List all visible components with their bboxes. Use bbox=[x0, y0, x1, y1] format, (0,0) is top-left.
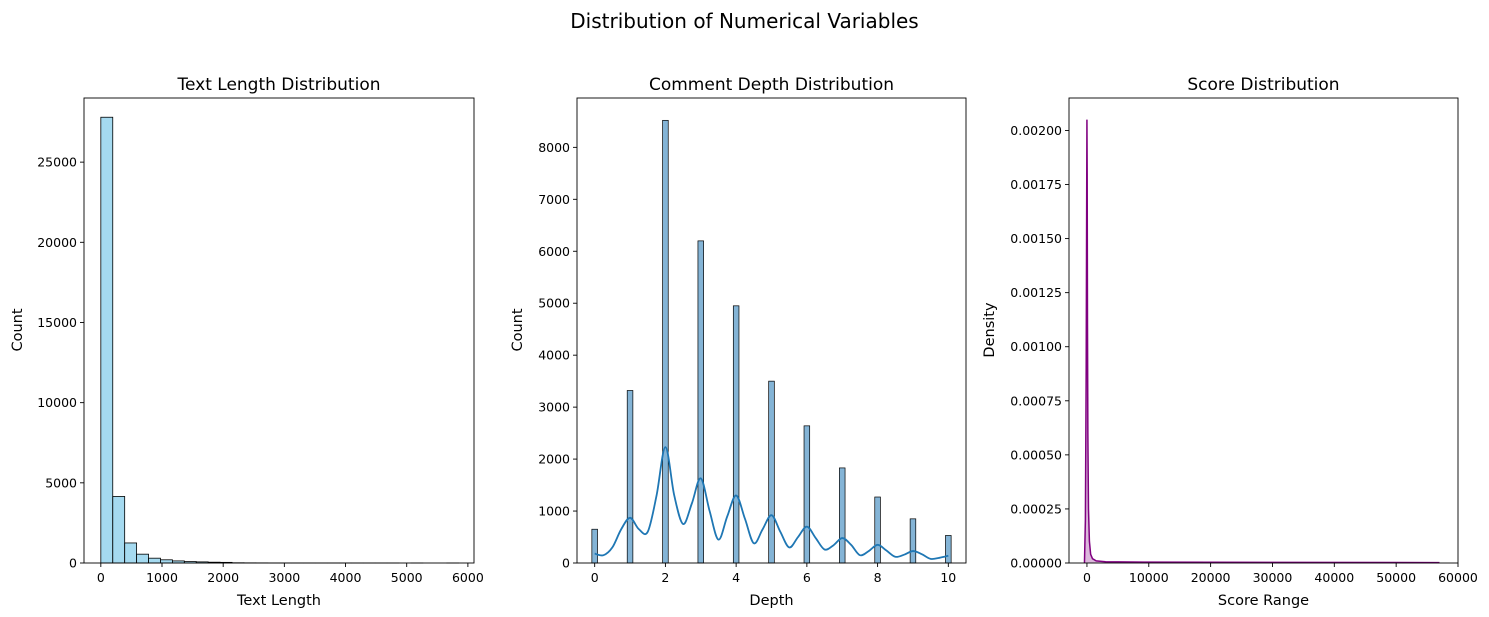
y-axis-ticks: 0 1000 2000 3000 4000 5000 6000 7000 8000 bbox=[538, 140, 577, 571]
y-tick-label: 25000 bbox=[37, 155, 77, 170]
histogram-bar bbox=[160, 559, 173, 564]
x-tick-label: 0 bbox=[97, 570, 105, 585]
x-axis-ticks: 0 2 4 6 8 10 bbox=[591, 563, 956, 585]
x-tick-label: 0 bbox=[1083, 570, 1091, 585]
panel-score: Score Distribution 0 10000 20000 30000 40000… bbox=[982, 75, 1478, 609]
x-tick-label: 6000 bbox=[452, 570, 484, 585]
y-tick-label: 20000 bbox=[37, 235, 77, 250]
y-tick-label: 0.00100 bbox=[1010, 339, 1062, 354]
panel-comment-depth: Comment Depth Distribution 0 2 4 6 8 10 0 1000… bbox=[510, 75, 967, 609]
histogram-bar bbox=[839, 467, 846, 564]
kde-curve bbox=[594, 446, 949, 560]
panel-title: Comment Depth Distribution bbox=[649, 75, 894, 95]
panel-title: Text Length Distribution bbox=[176, 75, 380, 95]
y-tick-label: 0.00050 bbox=[1010, 447, 1062, 462]
y-tick-label: 15000 bbox=[37, 315, 77, 330]
y-tick-label: 0.00025 bbox=[1010, 501, 1062, 516]
x-axis-label: Score Range bbox=[1218, 593, 1309, 609]
axes-frame bbox=[1068, 97, 1459, 564]
histogram-bar bbox=[148, 557, 161, 564]
panel-title: Score Distribution bbox=[1187, 75, 1339, 95]
x-tick-label: 50000 bbox=[1376, 570, 1416, 585]
y-tick-label: 0.00075 bbox=[1010, 393, 1062, 408]
x-axis-label: Depth bbox=[749, 593, 793, 609]
panel-text-length: Text Length Distribution 0 1000 2000 3000 40… bbox=[10, 75, 484, 609]
x-tick-label: 20000 bbox=[1191, 570, 1231, 585]
y-tick-label: 4000 bbox=[538, 348, 570, 363]
y-tick-label: 2000 bbox=[538, 452, 570, 467]
x-tick-label: 1000 bbox=[146, 570, 178, 585]
y-tick-label: 0.00200 bbox=[1010, 123, 1062, 138]
x-tick-label: 3000 bbox=[268, 570, 300, 585]
y-tick-label: 5000 bbox=[538, 296, 570, 311]
x-tick-label: 30000 bbox=[1253, 570, 1293, 585]
x-axis-ticks: 0 10000 20000 30000 40000 50000 60000 bbox=[1083, 563, 1478, 585]
density-area bbox=[1083, 119, 1440, 564]
x-tick-label: 6 bbox=[803, 570, 811, 585]
y-tick-label: 0.00000 bbox=[1010, 556, 1062, 571]
y-axis-label: Count bbox=[510, 308, 526, 351]
y-tick-label: 0.00175 bbox=[1010, 177, 1062, 192]
x-tick-label: 4 bbox=[732, 570, 740, 585]
histogram-bar bbox=[697, 240, 704, 564]
x-tick-label: 40000 bbox=[1314, 570, 1354, 585]
histogram-bar bbox=[732, 305, 740, 564]
axes-frame bbox=[576, 97, 967, 564]
y-axis-label: Density bbox=[982, 302, 998, 358]
histogram-bar bbox=[945, 535, 952, 564]
y-axis-ticks: 0.00000 0.00025 0.00050 0.00075 0.00100 0.001… bbox=[1010, 123, 1069, 571]
x-tick-label: 2000 bbox=[207, 570, 239, 585]
y-tick-label: 0 bbox=[562, 556, 570, 571]
axes-frame bbox=[83, 97, 475, 564]
kde-line bbox=[594, 446, 949, 560]
y-tick-label: 10000 bbox=[37, 395, 77, 410]
histogram-bar bbox=[768, 380, 775, 564]
histogram-bar bbox=[591, 528, 598, 564]
figure-title: Distribution of Numerical Variables bbox=[570, 9, 918, 33]
x-tick-label: 10 bbox=[940, 570, 956, 585]
histogram-bar bbox=[803, 425, 811, 564]
x-tick-label: 10000 bbox=[1129, 570, 1169, 585]
x-tick-label: 4000 bbox=[330, 570, 362, 585]
histogram-bar bbox=[874, 496, 881, 564]
density-line bbox=[1083, 119, 1440, 564]
x-tick-label: 8 bbox=[874, 570, 882, 585]
histogram-bars bbox=[591, 119, 952, 564]
histogram-bar bbox=[909, 518, 917, 564]
y-axis-ticks: 0 5000 10000 15000 20000 25000 bbox=[37, 155, 84, 571]
density-fill bbox=[1084, 119, 1440, 563]
x-axis-ticks: 0 1000 2000 3000 4000 5000 6000 bbox=[97, 563, 484, 585]
y-tick-label: 0.00150 bbox=[1010, 231, 1062, 246]
histogram-bar bbox=[662, 119, 669, 564]
y-tick-label: 0.00125 bbox=[1010, 285, 1062, 300]
y-tick-label: 3000 bbox=[538, 400, 570, 415]
histogram-bar bbox=[626, 390, 634, 564]
histogram-bar bbox=[100, 116, 114, 564]
x-tick-label: 2 bbox=[661, 570, 669, 585]
y-tick-label: 0 bbox=[69, 556, 77, 571]
x-tick-label: 5000 bbox=[391, 570, 423, 585]
y-axis-label: Count bbox=[10, 308, 26, 351]
y-tick-label: 7000 bbox=[538, 192, 570, 207]
histogram-bar bbox=[124, 542, 138, 564]
x-tick-label: 60000 bbox=[1438, 570, 1478, 585]
histogram-bar bbox=[136, 553, 149, 564]
y-tick-label: 8000 bbox=[538, 140, 570, 155]
y-tick-label: 5000 bbox=[45, 475, 77, 490]
x-axis-label: Text Length bbox=[236, 593, 321, 609]
y-tick-label: 1000 bbox=[538, 504, 570, 519]
histogram-bar bbox=[112, 496, 126, 564]
y-tick-label: 6000 bbox=[538, 244, 570, 259]
x-tick-label: 0 bbox=[591, 570, 599, 585]
histogram-bars bbox=[100, 116, 460, 564]
